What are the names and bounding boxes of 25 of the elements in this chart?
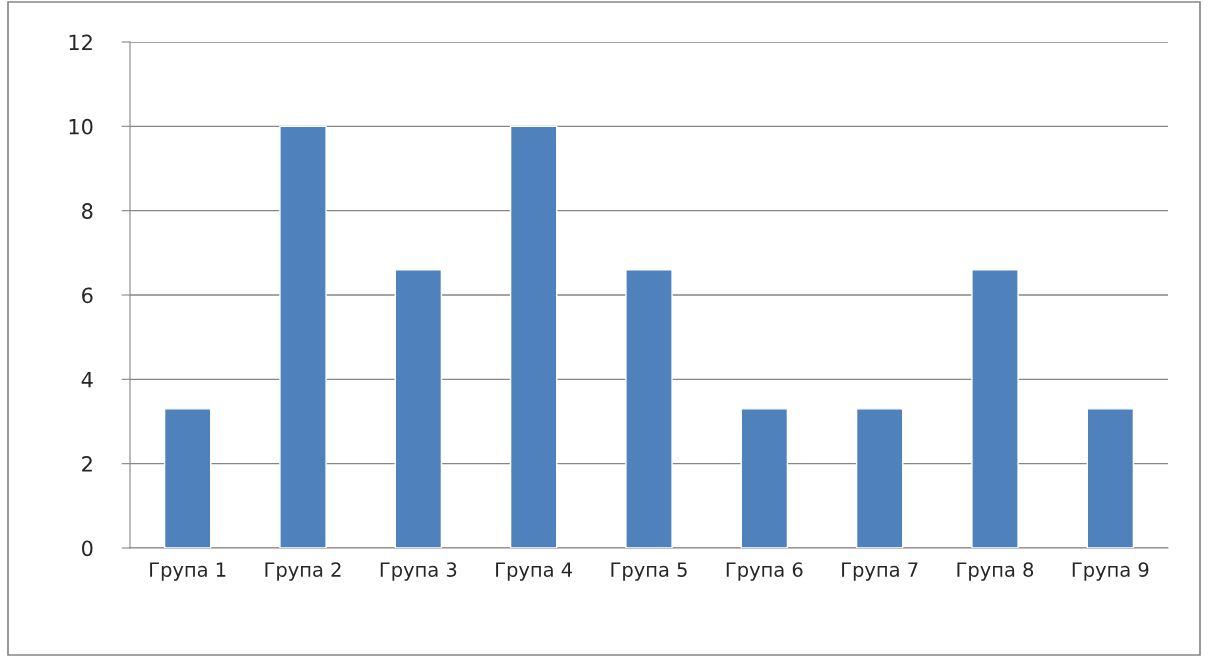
y-tick-label: 12 [69,34,92,50]
y-tick-label: 0 [82,540,93,557]
y-tick-label: 8 [82,203,93,219]
bar [625,269,673,548]
y-tick-label: 2 [82,456,92,472]
x-tick-label: Група 1 [150,562,226,581]
bar [279,125,327,548]
y-tick-label: 4 [81,372,93,388]
x-tick-label: Група 3 [380,562,457,581]
bar [509,125,558,548]
bar [740,408,789,548]
bar [971,269,1019,548]
bar [1086,408,1135,548]
bar [163,408,212,548]
x-tick-label: Група 8 [957,562,1034,581]
bar [855,408,904,548]
y-tick-label: 6 [82,287,93,304]
x-tick-label: Група 2 [265,562,341,581]
x-tick-label: Група 7 [842,562,918,581]
y-tick-label: 10 [69,118,93,135]
x-tick-label: Група 9 [1072,562,1149,581]
bar [394,269,443,548]
x-tick-label: Група 5 [611,562,687,581]
x-tick-label: Група 6 [726,562,803,581]
x-tick-label: Група 4 [496,562,573,581]
